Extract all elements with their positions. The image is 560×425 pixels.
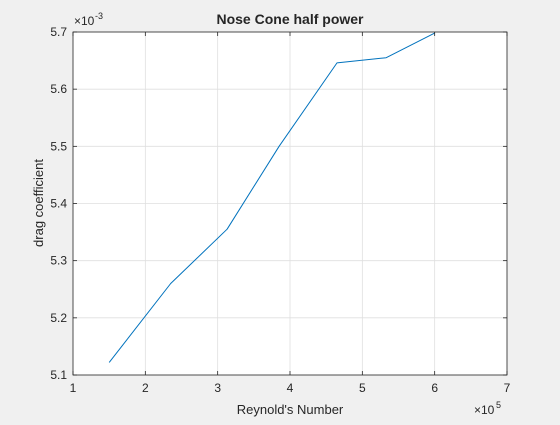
series-layer — [108, 32, 435, 364]
y-tick-label: 5.2 — [50, 311, 67, 325]
x-tick-label: 6 — [431, 381, 438, 395]
y-exponent-power: -3 — [95, 11, 103, 21]
x-exponent-base: ×10 — [474, 403, 495, 417]
y-tick-label: 5.4 — [50, 197, 67, 211]
data-point — [278, 145, 281, 148]
x-tick-label: 1 — [70, 381, 77, 395]
chart-title: Nose Cone half power — [216, 11, 364, 27]
y-exponent-base: ×10 — [74, 14, 95, 28]
ticks: 1 2 3 4 5 6 7 5.1 5.2 5.3 5.4 5.5 5.6 5.7 — [50, 25, 510, 395]
y-exponent-label: ×10 -3 — [74, 11, 103, 28]
data-point — [108, 361, 111, 364]
y-tick-label: 5.6 — [50, 82, 67, 96]
x-axis-label: Reynold's Number — [237, 402, 344, 417]
x-exponent-label: ×10 5 — [474, 400, 501, 417]
y-tick-label: 5.3 — [50, 254, 67, 268]
data-point — [385, 56, 388, 59]
x-tick-label: 5 — [359, 381, 366, 395]
data-point — [336, 61, 339, 64]
y-tick-label: 5.7 — [50, 25, 67, 39]
series-line — [108, 32, 435, 363]
data-point — [169, 282, 172, 285]
y-tick-label: 5.5 — [50, 139, 67, 153]
x-exponent-power: 5 — [496, 400, 501, 410]
x-tick-label: 3 — [214, 381, 221, 395]
data-point — [226, 228, 229, 231]
x-tick-label: 7 — [504, 381, 511, 395]
y-axis-label: drag coefficient — [31, 159, 46, 247]
y-tick-label: 5.1 — [50, 368, 67, 382]
x-tick-label: 4 — [287, 381, 294, 395]
x-tick-label: 2 — [142, 381, 149, 395]
